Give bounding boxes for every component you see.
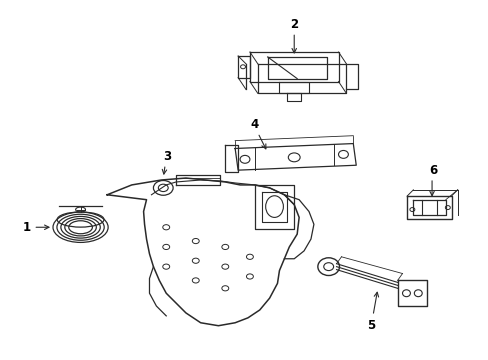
Text: 5: 5: [366, 319, 374, 332]
Text: 3: 3: [163, 150, 171, 163]
Text: 2: 2: [289, 18, 298, 31]
Text: 1: 1: [22, 221, 30, 234]
Text: 6: 6: [428, 164, 436, 177]
Text: 4: 4: [250, 118, 259, 131]
